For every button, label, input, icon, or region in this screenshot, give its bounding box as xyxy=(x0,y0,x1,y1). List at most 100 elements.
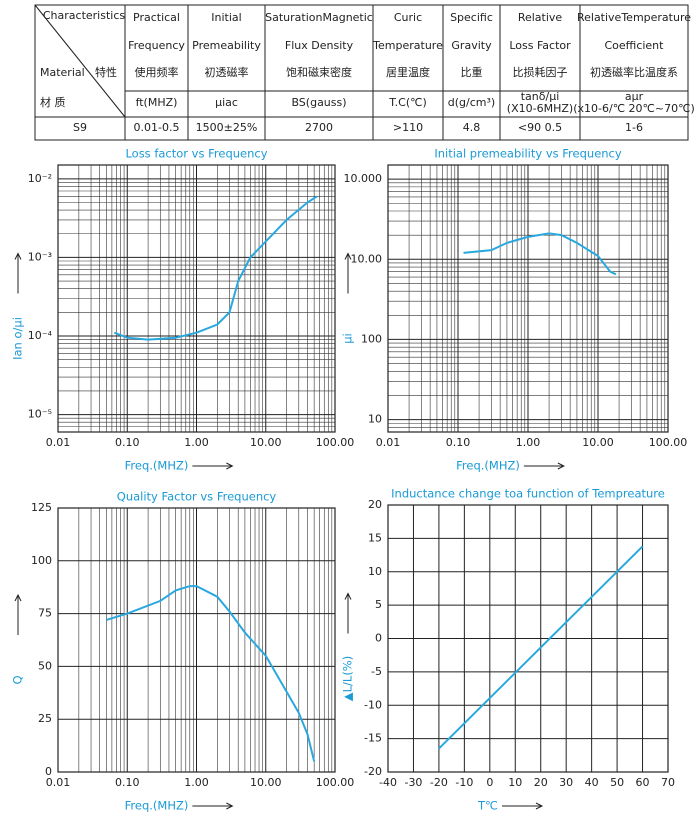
table-cell: <90 0.5 xyxy=(518,121,562,134)
y-tick-label: 15 xyxy=(368,531,382,544)
x-tick-label: 1.00 xyxy=(516,436,541,449)
column-header: 初透磁率 xyxy=(205,65,249,79)
corner-label: 特性 xyxy=(95,65,117,79)
y-tick-label: 25 xyxy=(38,712,52,725)
x-tick-label: 1.00 xyxy=(184,776,209,789)
x-axis-label: Freq.(MHZ) xyxy=(125,799,189,813)
x-tick-label: 10.00 xyxy=(250,436,282,449)
column-header: Loss Factor xyxy=(509,39,571,52)
y-tick-label: 10⁻² xyxy=(28,172,52,185)
column-unit: d(g/cm³) xyxy=(448,96,495,109)
y-tick-label: 10 xyxy=(368,565,382,578)
table-cell: 4.8 xyxy=(463,121,481,134)
x-axis-arrow xyxy=(192,462,234,470)
y-tick-label: 10⁻⁴ xyxy=(28,329,53,342)
column-header: Gravity xyxy=(451,39,492,52)
corner-label: 材 质 xyxy=(40,95,66,109)
table-cell: 1-6 xyxy=(625,121,643,134)
column-header: Coefficient xyxy=(605,39,665,52)
x-tick-label: 10.00 xyxy=(582,436,614,449)
x-tick-label: 10.00 xyxy=(250,776,282,789)
x-axis-label: Freq.(MHZ) xyxy=(125,459,189,473)
x-tick-label: 100.00 xyxy=(316,776,355,789)
x-tick-label: 0.10 xyxy=(446,436,471,449)
column-header: 初透磁率比温度系 xyxy=(590,65,678,79)
x-tick-label: 50 xyxy=(610,776,624,789)
y-tick-label: 75 xyxy=(38,607,52,620)
y-axis-arrow xyxy=(344,592,352,634)
data-line xyxy=(438,545,644,750)
x-axis-label: T℃ xyxy=(477,799,498,813)
column-header: Initial xyxy=(211,11,241,24)
x-tick-label: 0.01 xyxy=(46,776,71,789)
x-tick-label: 40 xyxy=(585,776,599,789)
column-header: 居里温度 xyxy=(386,65,430,79)
column-unit: (X10-6MHZ) xyxy=(507,102,573,115)
column-header: Curic xyxy=(394,11,422,24)
y-axis-label: Q xyxy=(11,675,25,684)
column-header: RelativeTemperature xyxy=(577,11,691,24)
table-cell: S9 xyxy=(73,121,87,134)
y-tick-label: -20 xyxy=(364,765,382,778)
column-header: Temperature xyxy=(372,39,443,52)
x-tick-label: 100.00 xyxy=(316,436,355,449)
x-axis-label: Freq.(MHZ) xyxy=(456,459,520,473)
column-unit: BS(gauss) xyxy=(291,96,346,109)
x-tick-label: 70 xyxy=(661,776,675,789)
data-line xyxy=(113,195,318,341)
x-tick-label: -40 xyxy=(379,776,397,789)
y-tick-label: 10⁻⁵ xyxy=(28,408,52,421)
x-axis-arrow xyxy=(501,802,544,810)
table-cell: 1500±25% xyxy=(196,121,258,134)
corner-label: Characteristics xyxy=(43,9,126,22)
x-tick-label: 0.10 xyxy=(115,436,140,449)
column-header: Frequency xyxy=(128,39,185,52)
y-axis-arrow xyxy=(344,252,352,294)
y-tick-label: 50 xyxy=(38,659,52,672)
y-tick-label: 20 xyxy=(368,498,382,511)
y-tick-label: 10.000 xyxy=(344,172,383,185)
y-tick-label: -15 xyxy=(364,732,382,745)
chart-title: Quality Factor vs Frequency xyxy=(117,490,277,504)
data-line xyxy=(106,585,316,762)
x-tick-label: -10 xyxy=(455,776,473,789)
x-tick-label: 1.00 xyxy=(184,436,209,449)
x-tick-label: -20 xyxy=(430,776,448,789)
y-tick-label: -10 xyxy=(364,698,382,711)
x-tick-label: 60 xyxy=(636,776,650,789)
data-line xyxy=(463,232,617,276)
column-unit: T.C(℃) xyxy=(388,96,427,109)
column-header: Flux Density xyxy=(285,39,354,52)
y-tick-label: 10⁻³ xyxy=(28,250,52,263)
y-axis-label: μi xyxy=(341,333,355,344)
y-tick-label: -5 xyxy=(371,665,382,678)
x-tick-label: 0 xyxy=(486,776,493,789)
table-cell: 2700 xyxy=(305,121,333,134)
table-cell: >110 xyxy=(393,121,423,134)
x-tick-label: 30 xyxy=(559,776,573,789)
y-tick-label: 100 xyxy=(361,332,382,345)
column-header: Premeability xyxy=(192,39,261,52)
table-cell: 0.01-0.5 xyxy=(134,121,180,134)
y-tick-label: 100 xyxy=(31,554,52,567)
column-unit: tanδ/μi xyxy=(521,90,560,103)
column-header: 比重 xyxy=(461,65,483,79)
y-axis-label: ▲L/L(%) xyxy=(341,656,355,701)
y-tick-label: 0 xyxy=(45,765,52,778)
column-header: Practical xyxy=(133,11,180,24)
column-header: SaturationMagnetic xyxy=(265,11,373,24)
corner-label: Material xyxy=(40,66,85,79)
x-tick-label: -30 xyxy=(404,776,422,789)
x-tick-label: 0.10 xyxy=(115,776,140,789)
y-axis-arrow xyxy=(14,252,22,294)
x-tick-label: 0.01 xyxy=(46,436,71,449)
column-header: Specific xyxy=(450,11,493,24)
y-tick-label: 0 xyxy=(375,632,382,645)
table-frame xyxy=(34,4,689,141)
y-tick-label: 10 xyxy=(368,413,382,426)
x-axis-arrow xyxy=(192,802,234,810)
x-tick-label: 10 xyxy=(508,776,522,789)
column-unit: aμr xyxy=(625,90,644,103)
x-tick-label: 20 xyxy=(534,776,548,789)
column-unit: (x10-6/℃ 20℃~70℃) xyxy=(573,102,695,115)
